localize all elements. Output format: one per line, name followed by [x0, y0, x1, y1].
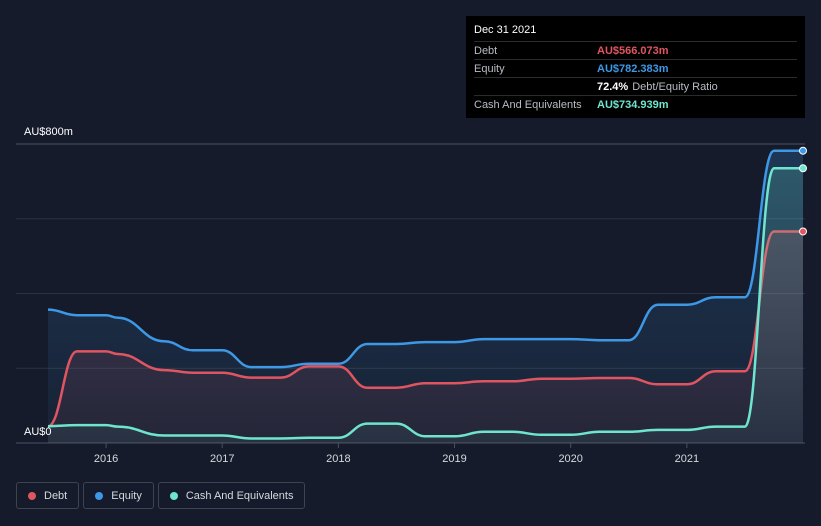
tooltip-ratio-caption: Debt/Equity Ratio: [632, 80, 718, 93]
debt-end-marker: [799, 227, 807, 236]
tooltip-row-cash: Cash And Equivalents AU$734.939m: [474, 95, 797, 113]
equity-line: [47, 149, 803, 369]
data-tooltip: Dec 31 2021 Debt AU$566.073m Equity AU$7…: [466, 16, 805, 118]
legend-item-equity[interactable]: Equity: [83, 482, 154, 509]
debt-line: [47, 230, 803, 428]
legend-cash-label: Cash And Equivalents: [185, 489, 294, 502]
chart-legend: Debt Equity Cash And Equivalents: [16, 482, 309, 509]
x-tick-label: 2021: [675, 453, 699, 465]
tooltip-debt-value: AU$566.073m: [597, 44, 669, 57]
tooltip-cash-value: AU$734.939m: [597, 98, 669, 111]
cash-dot-icon: [169, 491, 178, 500]
tooltip-ratio-value: 72.4%: [597, 80, 629, 93]
legend-debt-label: Debt: [44, 489, 68, 502]
x-tick-label: 2019: [442, 453, 466, 465]
cash-and-equivalents-end-marker: [799, 164, 807, 173]
y-axis-bottom-label: AU$0: [24, 426, 52, 438]
legend-item-debt[interactable]: Debt: [16, 482, 80, 509]
tooltip-equity-value: AU$782.383m: [597, 62, 669, 75]
equity-area: [48, 150, 803, 443]
legend-equity-label: Equity: [111, 489, 142, 502]
debt-dot-icon: [28, 491, 36, 500]
tooltip-date: Dec 31 2021: [474, 24, 537, 36]
series-layer: [47, 149, 803, 444]
tooltip-row-equity: Equity AU$782.383m: [474, 59, 797, 77]
x-tick-label: 2018: [326, 453, 350, 465]
tooltip-debt-label: Debt: [474, 44, 498, 57]
debt-area: [48, 231, 803, 443]
legend-item-cash[interactable]: Cash And Equivalents: [157, 482, 306, 509]
y-axis-top-label: AU$800m: [24, 126, 73, 138]
equity-end-marker: [799, 146, 807, 155]
marker-layer: [799, 146, 807, 236]
equity-dot-icon: [95, 491, 104, 500]
tooltip-equity-label: Equity: [474, 62, 505, 75]
cash-and-equivalents-line: [47, 167, 803, 440]
axis-layer: AU$800m AU$0 2016 2017 2018 2019 2020 2021: [24, 126, 699, 465]
x-tick-label: 2017: [210, 453, 234, 465]
tooltip-row-debt: Debt AU$566.073m: [474, 41, 797, 59]
x-tick-label: 2016: [94, 453, 118, 465]
tooltip-cash-label: Cash And Equivalents: [474, 98, 582, 111]
x-tick-label: 2020: [558, 453, 582, 465]
tooltip-row-ratio: 72.4% Debt/Equity Ratio: [474, 77, 797, 95]
